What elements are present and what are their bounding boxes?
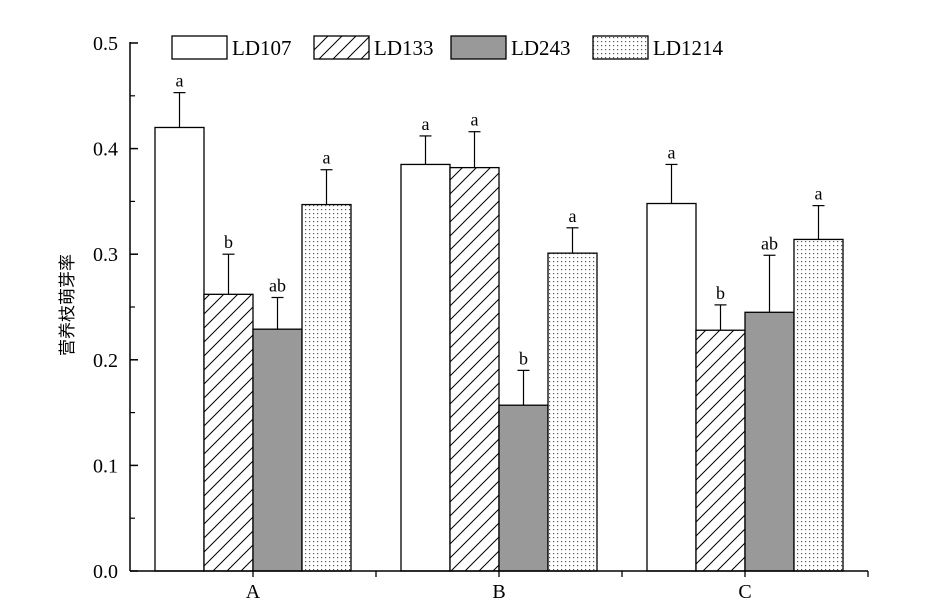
significance-letter: a <box>668 142 676 162</box>
bar-LD243-A <box>252 328 303 572</box>
axes-lines <box>129 42 868 572</box>
legend-swatch-LD107 <box>171 35 228 60</box>
significance-letter: b <box>716 283 725 303</box>
error-bars <box>173 92 825 406</box>
bar-LD1214-A <box>301 203 352 572</box>
bars <box>154 126 844 572</box>
bar-LD133-B <box>449 166 500 572</box>
significance-letter: a <box>471 110 479 130</box>
bar-LD107-A <box>154 126 205 572</box>
significance-letter: a <box>323 148 331 168</box>
y-tick-label: 0.2 <box>93 350 118 372</box>
x-axis: A B C <box>246 571 869 603</box>
bar-LD1214-C <box>793 238 844 572</box>
y-tick-label: 0.0 <box>93 561 118 583</box>
y-axis: 0.0 0.1 0.2 0.3 0.4 0.5 <box>93 33 138 583</box>
bar-LD133-C <box>695 329 746 572</box>
significance-letter: a <box>815 184 823 204</box>
significance-letter: b <box>519 348 528 368</box>
legend-label-LD107: LD107 <box>232 36 292 60</box>
legend-label-LD1214: LD1214 <box>653 36 723 60</box>
legend-label-LD243: LD243 <box>511 36 571 60</box>
bar-LD107-B <box>400 163 451 572</box>
legend-swatch-LD133 <box>313 35 370 60</box>
bar-LD133-A <box>203 293 254 572</box>
significance-letter: a <box>176 71 184 91</box>
x-tick-label: C <box>738 581 751 603</box>
significance-letter: a <box>422 114 430 134</box>
legend-swatch-LD1214 <box>592 35 649 60</box>
legend-label-LD133: LD133 <box>374 36 434 60</box>
y-tick-label: 0.4 <box>93 139 118 161</box>
y-tick-label: 0.3 <box>93 244 118 266</box>
x-tick-label: A <box>246 581 261 603</box>
bar-LD1214-B <box>547 252 598 572</box>
y-axis-title: 营养枝萌芽率 <box>58 254 78 356</box>
legend: LD107 LD133 LD243 LD1214 <box>171 35 723 60</box>
significance-letter: b <box>224 232 233 252</box>
significance-letter: ab <box>761 233 778 253</box>
x-tick-label: B <box>492 581 505 603</box>
bar-LD243-C <box>744 311 795 572</box>
y-tick-label: 0.1 <box>93 455 118 477</box>
bar-LD107-C <box>646 202 697 572</box>
significance-letter: ab <box>269 275 286 295</box>
legend-swatch-LD243 <box>450 35 507 60</box>
bar-LD243-B <box>498 404 549 572</box>
y-tick-label: 0.5 <box>93 33 118 55</box>
significance-letter: a <box>569 206 577 226</box>
